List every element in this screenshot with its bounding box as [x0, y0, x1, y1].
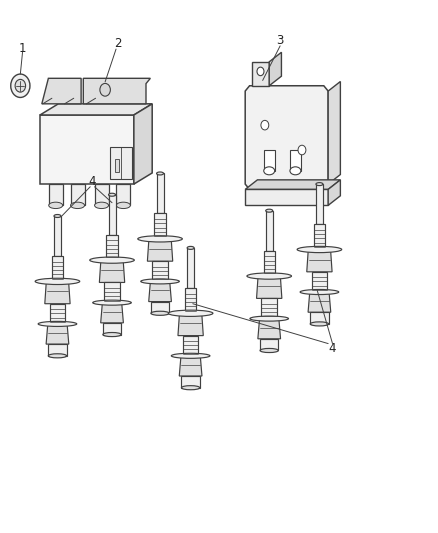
Polygon shape: [307, 249, 332, 272]
Polygon shape: [181, 376, 200, 387]
Ellipse shape: [109, 193, 116, 196]
Bar: [117, 184, 131, 205]
Ellipse shape: [316, 183, 323, 185]
Text: 3: 3: [276, 34, 284, 47]
Polygon shape: [103, 323, 121, 335]
Ellipse shape: [300, 289, 339, 295]
Circle shape: [261, 120, 269, 130]
Ellipse shape: [156, 172, 163, 175]
Polygon shape: [266, 211, 273, 251]
Polygon shape: [261, 298, 277, 319]
Polygon shape: [179, 356, 202, 376]
Ellipse shape: [250, 316, 289, 321]
Circle shape: [15, 79, 25, 92]
Ellipse shape: [95, 202, 109, 208]
Polygon shape: [52, 256, 63, 281]
Bar: [115, 159, 120, 172]
Polygon shape: [148, 239, 173, 261]
Polygon shape: [269, 52, 282, 86]
Polygon shape: [310, 312, 328, 324]
Polygon shape: [328, 82, 340, 184]
Ellipse shape: [103, 333, 121, 337]
Polygon shape: [187, 248, 194, 288]
Polygon shape: [252, 62, 269, 86]
Polygon shape: [152, 261, 168, 281]
Ellipse shape: [48, 354, 67, 358]
Polygon shape: [245, 86, 328, 189]
Polygon shape: [42, 78, 81, 104]
Ellipse shape: [141, 279, 179, 284]
Polygon shape: [54, 216, 61, 256]
Text: 4: 4: [88, 175, 96, 188]
Ellipse shape: [290, 167, 301, 175]
Bar: [290, 150, 301, 171]
Ellipse shape: [90, 257, 134, 263]
Polygon shape: [185, 288, 196, 313]
Polygon shape: [40, 115, 134, 184]
Polygon shape: [264, 251, 275, 276]
Bar: [95, 184, 109, 205]
Polygon shape: [40, 104, 152, 115]
Polygon shape: [154, 213, 166, 239]
Polygon shape: [314, 224, 325, 249]
Polygon shape: [83, 78, 150, 104]
Ellipse shape: [247, 273, 292, 279]
Polygon shape: [48, 344, 67, 356]
Ellipse shape: [260, 349, 279, 352]
Circle shape: [100, 83, 110, 96]
Ellipse shape: [187, 246, 194, 249]
Ellipse shape: [38, 321, 77, 326]
Polygon shape: [134, 104, 152, 184]
Polygon shape: [149, 281, 171, 302]
Polygon shape: [99, 260, 125, 282]
Ellipse shape: [310, 322, 328, 326]
Ellipse shape: [117, 202, 131, 208]
Ellipse shape: [168, 310, 213, 317]
Ellipse shape: [181, 386, 200, 390]
Polygon shape: [109, 195, 116, 235]
Circle shape: [298, 145, 306, 155]
Text: 2: 2: [114, 37, 122, 50]
Ellipse shape: [264, 167, 275, 175]
Polygon shape: [156, 173, 163, 213]
Bar: [110, 147, 132, 179]
Ellipse shape: [266, 209, 273, 212]
Polygon shape: [178, 313, 203, 336]
Polygon shape: [316, 184, 323, 224]
Ellipse shape: [71, 202, 85, 208]
Polygon shape: [49, 304, 65, 324]
Bar: [71, 184, 85, 205]
Polygon shape: [257, 276, 282, 298]
Polygon shape: [151, 302, 169, 313]
Ellipse shape: [93, 300, 131, 305]
Bar: [49, 184, 63, 205]
Ellipse shape: [297, 246, 342, 253]
Polygon shape: [308, 292, 331, 312]
Circle shape: [11, 74, 30, 98]
Polygon shape: [106, 235, 118, 260]
Ellipse shape: [138, 236, 182, 242]
Ellipse shape: [171, 353, 210, 358]
Bar: [264, 150, 275, 171]
Ellipse shape: [35, 278, 80, 285]
Polygon shape: [245, 189, 328, 205]
Polygon shape: [328, 180, 340, 205]
Ellipse shape: [49, 202, 63, 208]
Ellipse shape: [151, 311, 169, 316]
Text: 4: 4: [329, 342, 336, 356]
Polygon shape: [45, 281, 70, 304]
Circle shape: [257, 67, 264, 76]
Polygon shape: [183, 336, 198, 356]
Polygon shape: [311, 272, 327, 292]
Polygon shape: [245, 180, 340, 189]
Ellipse shape: [54, 214, 61, 217]
Polygon shape: [101, 303, 124, 323]
Polygon shape: [46, 324, 69, 344]
Polygon shape: [104, 282, 120, 303]
Polygon shape: [260, 339, 279, 351]
Text: 1: 1: [19, 42, 26, 55]
Polygon shape: [258, 319, 281, 339]
